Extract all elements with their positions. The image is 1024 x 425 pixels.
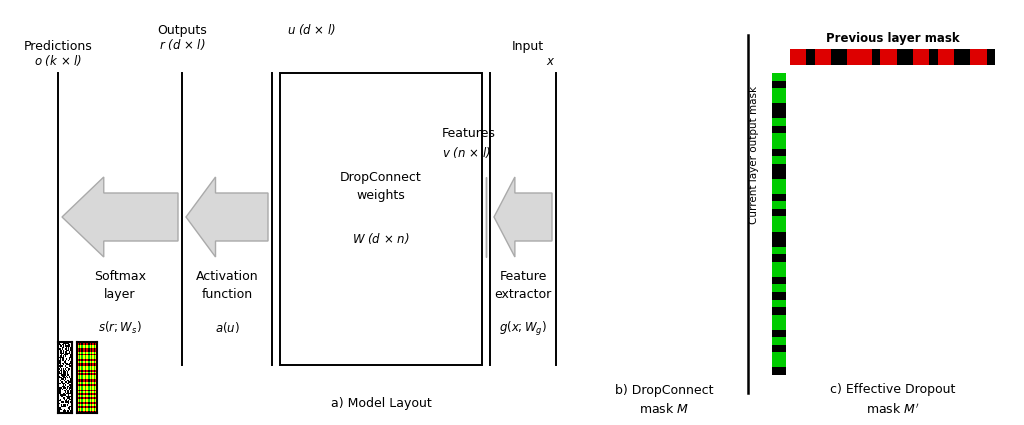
Text: Activation
function: Activation function (196, 270, 258, 301)
Text: $r$ ($d$ $\times$ $l$): $r$ ($d$ $\times$ $l$) (159, 37, 205, 52)
Bar (772, 284, 786, 292)
Bar (889, 49, 897, 65)
Bar (772, 164, 786, 171)
Bar (864, 49, 872, 65)
Bar (772, 171, 786, 178)
Polygon shape (62, 177, 178, 257)
Bar (772, 126, 786, 133)
Bar (772, 156, 786, 164)
Text: $o$ ($k$ $\times$ $l$): $o$ ($k$ $\times$ $l$) (34, 53, 82, 68)
Bar (790, 49, 798, 65)
Polygon shape (186, 177, 268, 257)
Bar (772, 337, 786, 345)
Bar (772, 88, 786, 96)
Bar (772, 141, 786, 148)
Text: Feature
extractor: Feature extractor (495, 270, 552, 301)
Bar (772, 81, 786, 88)
Bar (772, 254, 786, 262)
Bar (772, 300, 786, 307)
Bar (772, 209, 786, 216)
Bar (280, 73, 482, 365)
Bar (946, 49, 954, 65)
Text: $W$ ($d$ $\times$ $n$): $W$ ($d$ $\times$ $n$) (352, 232, 410, 246)
Text: b) DropConnect
mask $M$: b) DropConnect mask $M$ (614, 384, 714, 416)
Text: $s(r;W_s)$: $s(r;W_s)$ (98, 320, 141, 336)
Text: Previous layer mask: Previous layer mask (825, 32, 959, 45)
Bar (840, 49, 848, 65)
Bar (772, 307, 786, 314)
Text: Input: Input (512, 40, 544, 53)
Bar (772, 73, 786, 81)
Text: c) Effective Dropout
mask $M'$: c) Effective Dropout mask $M'$ (829, 383, 955, 416)
Bar (772, 360, 786, 368)
Bar (772, 269, 786, 277)
Bar (856, 49, 864, 65)
Bar (872, 49, 881, 65)
Bar (772, 239, 786, 246)
Bar (772, 292, 786, 300)
Bar (772, 216, 786, 224)
Bar (772, 345, 786, 352)
Bar (772, 330, 786, 337)
Text: DropConnect
weights: DropConnect weights (340, 172, 422, 202)
Bar (881, 49, 889, 65)
Bar (772, 322, 786, 330)
Bar (772, 277, 786, 284)
Bar (930, 49, 938, 65)
Bar (772, 232, 786, 239)
Bar (772, 201, 786, 209)
Bar (905, 49, 913, 65)
Bar (772, 368, 786, 375)
Bar (772, 148, 786, 156)
Bar (848, 49, 856, 65)
Bar (772, 133, 786, 141)
Text: a) Model Layout: a) Model Layout (331, 397, 431, 410)
Bar (897, 49, 905, 65)
Bar (922, 49, 930, 65)
Text: $v$ ($n$ $\times$ $l$): $v$ ($n$ $\times$ $l$) (442, 145, 490, 160)
Bar (979, 49, 987, 65)
Polygon shape (494, 177, 552, 257)
Text: $g(x;W_g)$: $g(x;W_g)$ (499, 320, 547, 338)
Bar (798, 49, 807, 65)
Bar (772, 224, 786, 232)
Bar (954, 49, 963, 65)
Bar (831, 49, 840, 65)
Text: Current layer output mask: Current layer output mask (749, 86, 759, 224)
Bar (815, 49, 823, 65)
Bar (772, 111, 786, 118)
Text: $x$: $x$ (547, 55, 556, 68)
Bar (772, 246, 786, 254)
Text: Predictions: Predictions (24, 40, 92, 53)
Bar (938, 49, 946, 65)
Text: Softmax
layer: Softmax layer (94, 270, 146, 301)
Bar (772, 96, 786, 103)
Bar (772, 352, 786, 360)
Text: $u$ ($d$ $\times$ $l$): $u$ ($d$ $\times$ $l$) (288, 22, 337, 37)
Bar (772, 194, 786, 201)
Text: Features: Features (442, 127, 496, 140)
Bar (963, 49, 971, 65)
Bar (772, 103, 786, 111)
Text: Outputs: Outputs (157, 24, 207, 37)
Bar (823, 49, 831, 65)
Bar (772, 314, 786, 322)
Bar (913, 49, 922, 65)
Bar (772, 186, 786, 194)
Bar (971, 49, 979, 65)
Bar (807, 49, 815, 65)
Text: $a(u)$: $a(u)$ (215, 320, 240, 335)
Bar (987, 49, 995, 65)
Bar (772, 178, 786, 186)
Bar (772, 118, 786, 126)
Bar (772, 262, 786, 269)
